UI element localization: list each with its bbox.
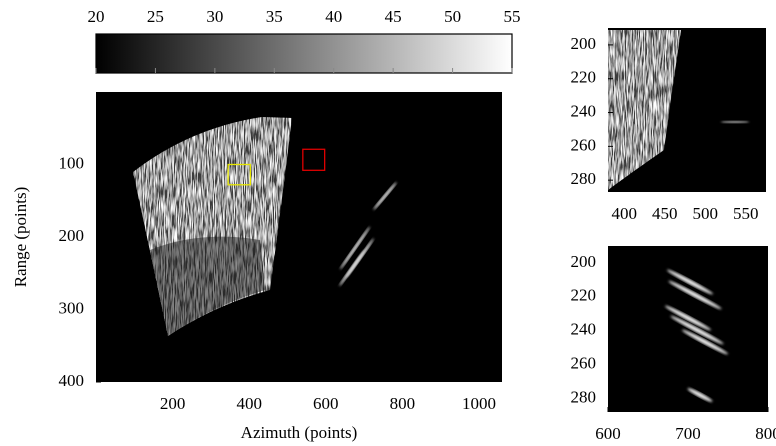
- colorbar-tick-label: 45: [385, 7, 402, 26]
- x-tick-label: 400: [236, 394, 262, 413]
- image-content: [133, 117, 397, 336]
- echo-streak: [721, 120, 749, 124]
- x-tick-label: 600: [313, 394, 339, 413]
- x-tick-label: 400: [611, 204, 637, 223]
- colorbar-tick-label: 55: [504, 7, 521, 26]
- x-tick-label: 600: [595, 424, 621, 443]
- echo-streak: [687, 388, 713, 402]
- region-box: [302, 148, 326, 171]
- y-tick-label: 220: [571, 286, 597, 305]
- echo-streak: [665, 305, 711, 331]
- y-axis-label: Range (points): [11, 187, 30, 288]
- echo-streak: [667, 269, 713, 295]
- y-tick-label: 260: [571, 353, 597, 372]
- y-tick-label: 200: [571, 34, 597, 53]
- x-tick-label: 1000: [462, 394, 496, 413]
- y-tick-label: 200: [571, 252, 597, 271]
- echo-streak: [339, 249, 365, 287]
- y-tick-label: 280: [571, 169, 597, 188]
- x-tick-label: 200: [160, 394, 186, 413]
- colorbar-tick-label: 30: [206, 7, 223, 26]
- echo-streak: [682, 329, 728, 355]
- echo-streak: [670, 315, 724, 345]
- y-tick-label: 100: [59, 153, 85, 172]
- echo-streak: [340, 226, 370, 270]
- image-content: [665, 269, 728, 402]
- y-tick-label: 240: [571, 320, 597, 339]
- y-tick-label: 200: [59, 226, 85, 245]
- x-tick-label: 800: [390, 394, 416, 413]
- y-tick-label: 400: [59, 371, 85, 390]
- colorbar-tick-label: 20: [88, 7, 105, 26]
- colorbar-tick-label: 40: [325, 7, 342, 26]
- echo-streak: [373, 182, 397, 210]
- x-axis-label: Azimuth (points): [241, 423, 358, 442]
- y-tick-label: 240: [571, 101, 597, 120]
- colorbar-tick-label: 50: [444, 7, 461, 26]
- colorbar-tick-label: 25: [147, 7, 164, 26]
- x-tick-label: 800: [755, 424, 776, 443]
- y-tick-label: 260: [571, 135, 597, 154]
- y-tick-label: 280: [571, 387, 597, 406]
- image-content: [608, 30, 749, 190]
- x-tick-label: 500: [692, 204, 718, 223]
- x-tick-label: 700: [675, 424, 701, 443]
- y-tick-label: 300: [59, 298, 85, 317]
- image-background: [608, 246, 768, 412]
- sonar-fan: [608, 30, 681, 190]
- y-tick-label: 220: [571, 68, 597, 87]
- region-box: [227, 163, 252, 186]
- echo-streak: [668, 280, 722, 310]
- colorbar: [95, 33, 513, 74]
- colorbar-tick-label: 35: [266, 7, 283, 26]
- x-tick-label: 550: [733, 204, 759, 223]
- x-tick-label: 450: [652, 204, 678, 223]
- sonar-fan-dark: [150, 236, 265, 336]
